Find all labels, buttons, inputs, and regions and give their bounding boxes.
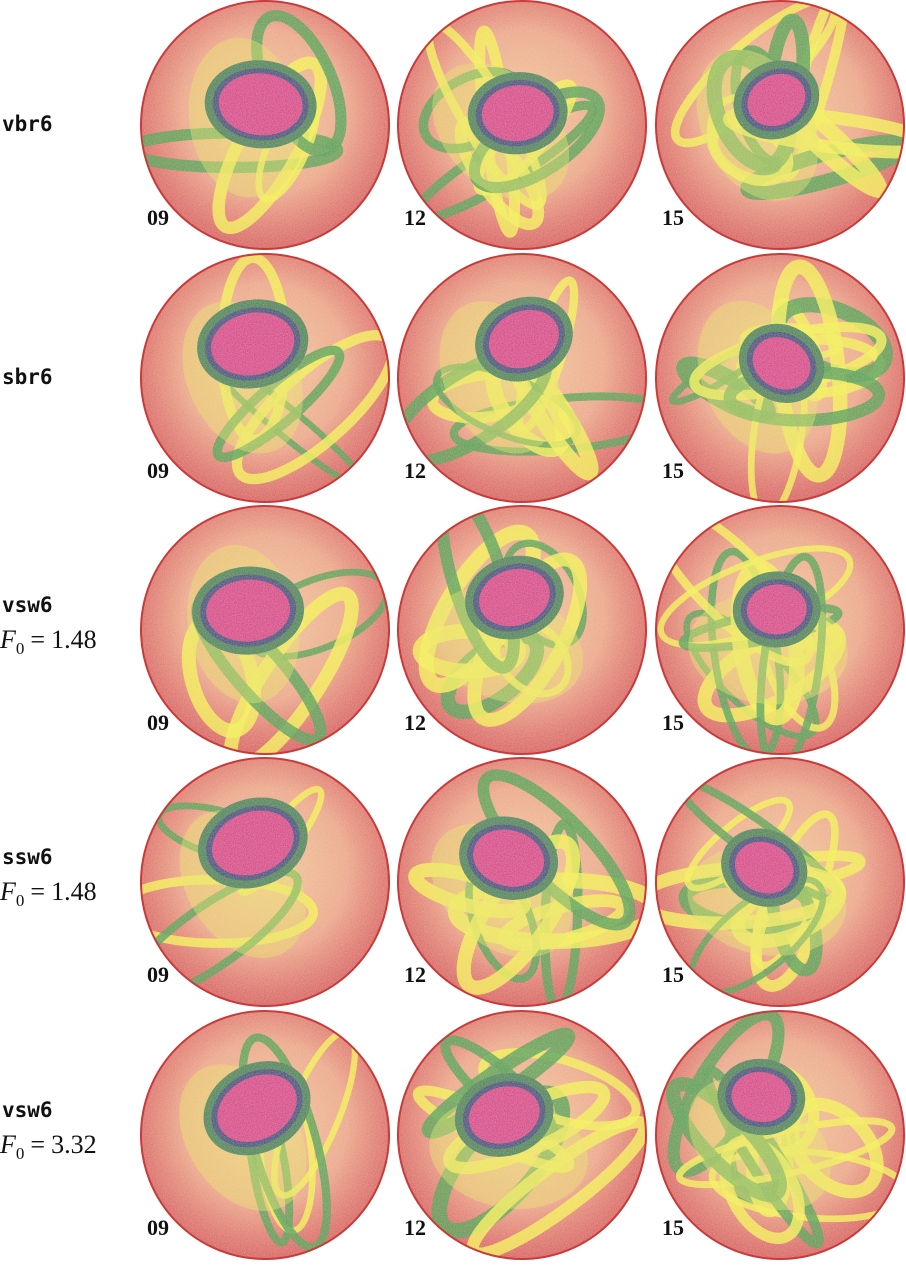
parameter-relation: =: [30, 877, 45, 906]
field: [655, 1000, 906, 1259]
run-name: ssw6: [2, 845, 53, 869]
vortex-panel: [141, 254, 413, 502]
parameter-value: 1.48: [51, 877, 97, 906]
parameter-relation: =: [30, 1130, 45, 1159]
vortex-panel: [398, 1, 646, 249]
run-name: vsw6: [2, 1098, 53, 1122]
panel-label: 15: [662, 458, 684, 483]
panel-label: 12: [404, 458, 426, 483]
parameter-value: 3.32: [51, 1130, 97, 1159]
parameter-symbol: F: [0, 1130, 17, 1159]
vortex-panel: [398, 1011, 657, 1269]
panel-label: 15: [662, 710, 684, 735]
parameter: F0 =1.48: [0, 625, 97, 658]
panel-label: 09: [147, 205, 169, 230]
parameter-relation: =: [30, 625, 45, 654]
panel-label: 15: [662, 1215, 684, 1240]
run-name: vsw6: [2, 593, 53, 617]
field: [398, 485, 646, 754]
parameter-symbol: F: [0, 625, 17, 654]
panel-label: 15: [662, 205, 684, 230]
parameter-subscript: 0: [16, 639, 25, 658]
vortex-panel: [655, 1000, 906, 1259]
vortex-panel: [398, 756, 657, 1009]
field: [398, 1011, 657, 1269]
panel-label: 12: [404, 205, 426, 230]
parameter-subscript: 0: [16, 891, 25, 910]
panel-label: 09: [147, 1215, 169, 1240]
panel-label: 12: [404, 962, 426, 987]
panel-label: 12: [404, 710, 426, 735]
panel-label: 12: [404, 1215, 426, 1240]
parameter-symbol: F: [0, 877, 17, 906]
field: [141, 506, 399, 780]
run-name: sbr6: [2, 365, 53, 389]
vortex-panel: [656, 254, 904, 520]
vortex-panel: [656, 0, 906, 249]
parameter-subscript: 0: [16, 1144, 25, 1163]
vortex-panel: [141, 506, 399, 780]
field: [141, 1011, 389, 1259]
figure: vbr6091215sbr6091215vsw6F0=1.48091215ssw…: [0, 0, 906, 1284]
panel-label: 15: [662, 962, 684, 987]
parameter: F0 =3.32: [0, 1130, 97, 1163]
field: [141, 254, 413, 502]
vortex-panel: [141, 1011, 389, 1259]
parameter-value: 1.48: [51, 625, 97, 654]
panel-label: 09: [147, 962, 169, 987]
field: [656, 254, 904, 520]
field: [398, 1, 646, 249]
vortex-panel: [398, 485, 646, 754]
run-name: vbr6: [2, 112, 53, 136]
panel-label: 09: [147, 710, 169, 735]
parameter: F0 =1.48: [0, 877, 97, 910]
panel-label: 09: [147, 458, 169, 483]
